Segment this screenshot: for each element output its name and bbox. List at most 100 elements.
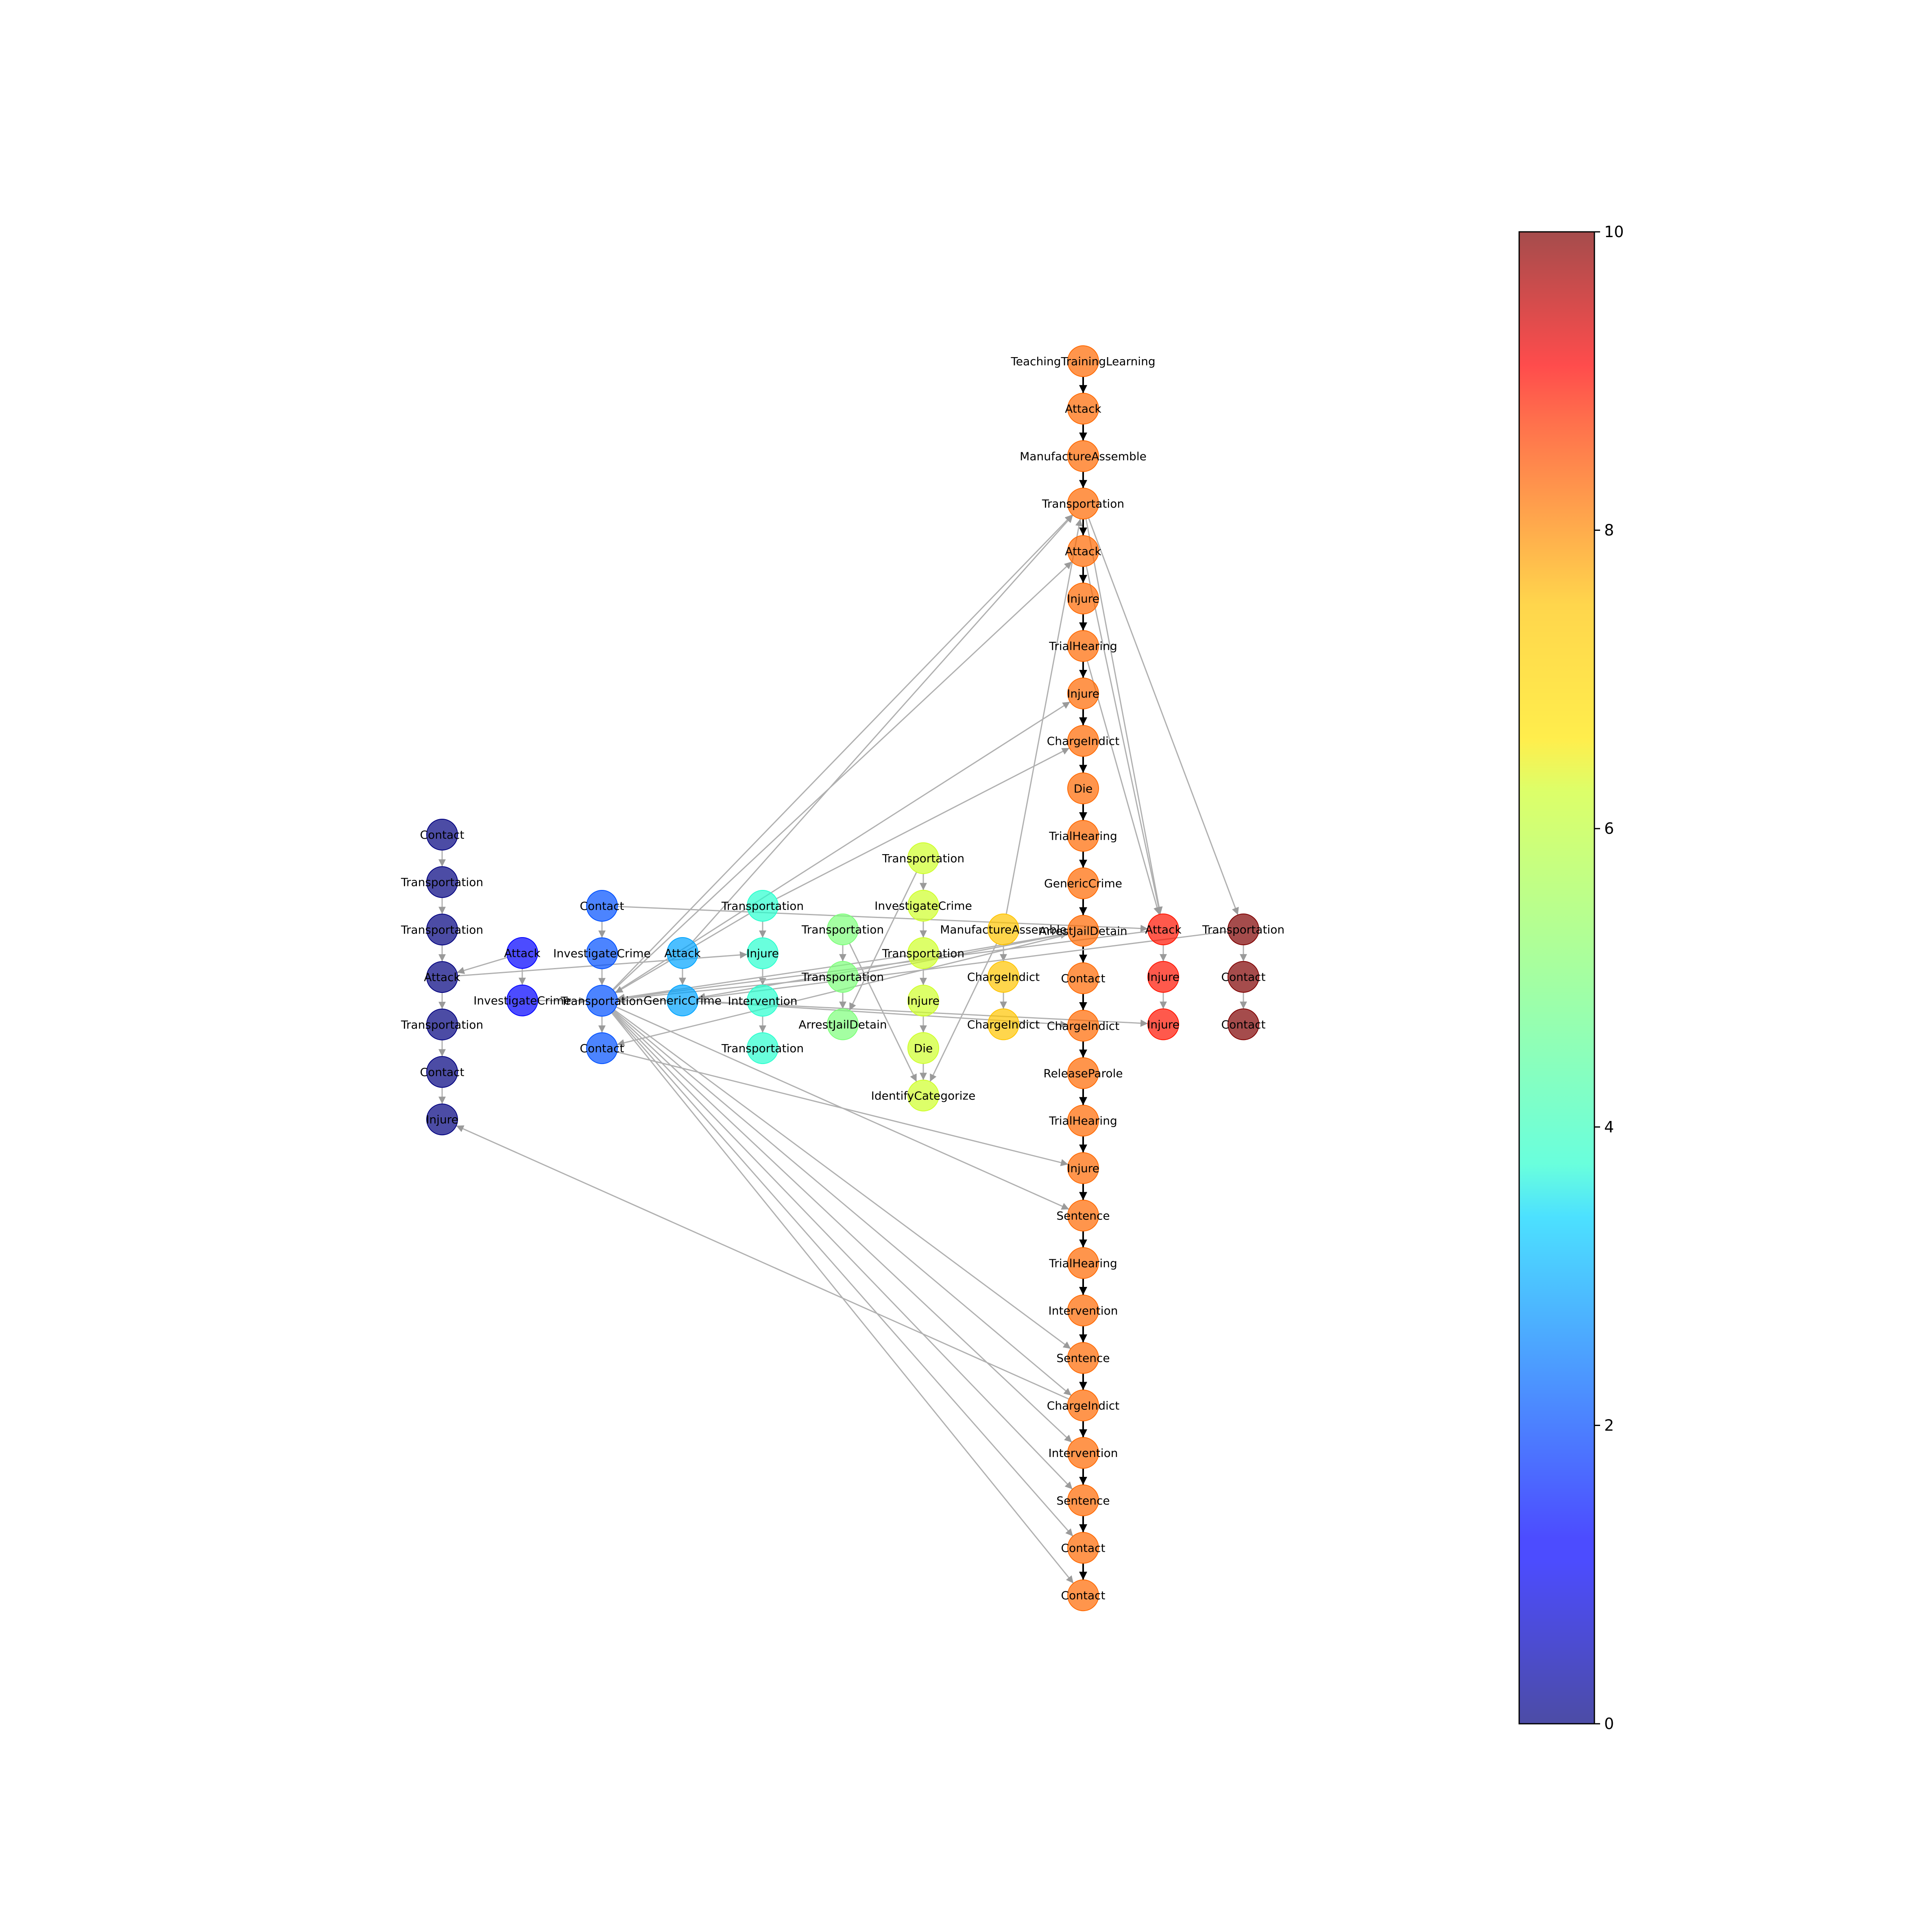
graph-edge — [1086, 661, 1161, 915]
node-label: Injure — [1067, 687, 1099, 700]
node-label: Contact — [420, 1066, 464, 1079]
node-circle — [747, 985, 778, 1017]
node-label: Transportation — [1202, 923, 1284, 936]
node-label: IdentifyCategorize — [871, 1089, 976, 1103]
graph-node: ArrestJailDetain — [1039, 915, 1127, 947]
node-circle — [1228, 1008, 1259, 1040]
graph-node: GenericCrime — [1044, 867, 1122, 899]
graph-node: Intervention — [1049, 1437, 1118, 1469]
node-circle — [426, 1056, 458, 1088]
node-circle — [1067, 630, 1099, 662]
node-circle — [426, 1008, 458, 1040]
graph-node: ChargeIndict — [1047, 725, 1119, 757]
node-circle — [747, 890, 778, 922]
node-label: ChargeIndict — [967, 1018, 1040, 1031]
node-label: Injure — [1067, 1162, 1099, 1175]
graph-node: Injure — [1067, 582, 1099, 615]
node-circle — [907, 937, 939, 969]
node-label: Transportation — [882, 852, 964, 865]
graph-node: Transportation — [1202, 914, 1284, 945]
graph-node: Contact — [1221, 961, 1265, 993]
graph-node: Attack — [664, 937, 701, 969]
node-label: Transportation — [401, 923, 483, 936]
graph-node: ChargeIndict — [1047, 1389, 1119, 1422]
colorbar-tick-label: 4 — [1604, 1118, 1614, 1136]
node-label: Attack — [1065, 402, 1101, 416]
graph-node: Attack — [1145, 914, 1182, 945]
node-circle — [426, 819, 458, 850]
graph-node: ManufactureAssemble — [940, 914, 1067, 945]
node-label: Die — [1074, 782, 1093, 795]
graph-node: Transportation — [401, 1008, 483, 1040]
node-label: Injure — [746, 947, 779, 960]
node-circle — [1067, 1437, 1099, 1469]
graph-edge — [617, 955, 908, 1001]
node-circle — [1067, 535, 1099, 567]
node-circle — [907, 842, 939, 874]
node-circle — [907, 890, 939, 922]
node-label: Sentence — [1056, 1352, 1110, 1365]
graph-node: Sentence — [1056, 1199, 1110, 1232]
node-circle — [1147, 914, 1179, 945]
graph-node: Attack — [1065, 393, 1101, 425]
colorbar: 0 2 4 6 8 10 — [1518, 223, 1624, 1733]
graph-edge — [1086, 566, 1162, 915]
node-circle — [1067, 393, 1099, 425]
graph-node: Injure — [1067, 1152, 1099, 1184]
graph-node: Transportation — [1042, 488, 1124, 520]
node-label: Injure — [907, 994, 940, 1007]
colorbar-tick-label: 0 — [1604, 1715, 1614, 1733]
node-circle — [827, 914, 859, 945]
graph-edge — [1088, 518, 1239, 915]
node-label: InvestigateCrime — [473, 994, 571, 1007]
node-label: Contact — [1061, 1589, 1106, 1602]
node-label: Transportation — [801, 970, 884, 984]
node-label: Intervention — [1049, 1446, 1118, 1460]
graph-node: Contact — [420, 1056, 464, 1088]
graph-node: Injure — [746, 937, 779, 969]
node-label: Contact — [580, 1042, 624, 1055]
node-circle — [1067, 1057, 1099, 1089]
node-label: Intervention — [728, 994, 798, 1007]
node-label: Injure — [1067, 592, 1099, 606]
graph-edge — [617, 1051, 1068, 1167]
graph-node: InvestigateCrime — [473, 984, 571, 1016]
graph-edge — [612, 514, 1073, 990]
node-circle — [1067, 1342, 1099, 1374]
graph-edge — [849, 943, 917, 1082]
graph-node: Transportation — [801, 961, 884, 993]
node-circle — [1067, 1579, 1099, 1611]
node-circle — [907, 1079, 939, 1112]
graph-node: Intervention — [728, 985, 798, 1017]
node-label: Injure — [1147, 970, 1180, 984]
node-label: TrialHearing — [1049, 829, 1117, 843]
graph-node: TeachingTrainingLearning — [1010, 345, 1156, 377]
graph-node: Transportation — [882, 842, 964, 874]
graph-edge — [858, 931, 1068, 975]
node-label: Die — [914, 1042, 933, 1055]
colorbar-tick-label: 8 — [1604, 521, 1614, 539]
node-label: Transportation — [560, 994, 643, 1007]
colorbar-frame — [1518, 231, 1595, 1725]
graph-edge — [613, 1011, 1073, 1443]
node-circle — [1067, 1199, 1099, 1232]
node-circle — [988, 1008, 1019, 1040]
colorbar-ticks: 0 2 4 6 8 10 — [1594, 223, 1624, 1733]
node-label: Attack — [1065, 545, 1101, 558]
node-circle — [667, 984, 698, 1016]
node-circle — [426, 1103, 458, 1136]
node-circle — [1067, 1295, 1099, 1326]
node-label: TrialHearing — [1049, 1114, 1117, 1127]
graph-node: Contact — [1061, 962, 1105, 994]
node-label: ReleaseParole — [1043, 1067, 1123, 1080]
graph-edge — [1005, 519, 1083, 914]
node-circle — [586, 1032, 618, 1064]
graph-edge — [613, 561, 1073, 991]
graph-node: ChargeIndict — [967, 1008, 1040, 1040]
graph-node: Transportation — [401, 914, 483, 946]
graph-node: TrialHearing — [1049, 1105, 1117, 1137]
graph-node: Sentence — [1056, 1484, 1110, 1516]
graph-edge — [698, 931, 1228, 1001]
node-label: Attack — [664, 946, 701, 960]
graph-node: Die — [907, 1032, 939, 1064]
